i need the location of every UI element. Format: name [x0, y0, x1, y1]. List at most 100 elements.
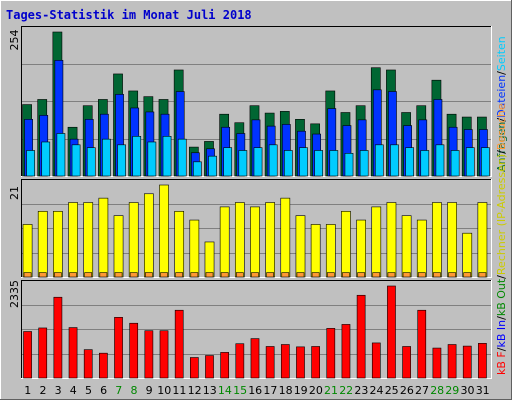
x-tick-label: 9 [146, 384, 153, 397]
bar-besuche-day-10 [160, 272, 168, 278]
bar-rechner-ip-adressen--day-11 [174, 210, 185, 278]
x-axis-ticks: 1 2 3 4 5 6 7 8 9 10 11 12 13 14 15 16 17 18 19 20 21 22 23 24 2… [24, 384, 489, 397]
x-tick-label: 2 [40, 384, 47, 397]
x-tick-label: 15 [233, 384, 247, 397]
bar-besuche-day-2 [38, 272, 47, 278]
bar-besuche-day-24 [372, 272, 381, 278]
bar-besuche-day-25 [387, 272, 396, 278]
bar-seiten-day-31 [481, 147, 490, 177]
bar-kb-f-day-20 [311, 346, 320, 379]
legend-entry: / [495, 150, 508, 154]
x-tick-label: 20 [309, 384, 323, 397]
legend-entry: / [495, 118, 508, 122]
bar-seiten-day-18 [283, 150, 293, 177]
chart-title: Tages-Statistik im Monat Juli 2018 [6, 8, 252, 22]
legend-entry: Anfragen [495, 122, 508, 172]
x-tick-label: 16 [248, 384, 262, 397]
bar-rechner-ip-adressen--day-31 [477, 202, 488, 278]
bar-kb-f-day-19 [296, 346, 305, 379]
x-tick-label: 31 [476, 384, 490, 397]
legend-top: Anfragen/Dateien/Seiten [495, 36, 508, 172]
bar-seiten-day-24 [374, 144, 384, 177]
bar-besuche-day-9 [145, 272, 153, 278]
bar-seiten-day-1 [26, 150, 35, 177]
bar-seiten-day-20 [314, 150, 324, 177]
bar-kb-f-day-12 [190, 357, 199, 379]
bar-besuche-day-16 [251, 272, 259, 278]
legend-entry: Besuche [495, 103, 508, 150]
x-tick-label: 29 [445, 384, 459, 397]
bar-besuche-day-19 [296, 272, 305, 278]
bar-besuche-day-4 [69, 272, 77, 278]
x-tick-label: 19 [294, 384, 308, 397]
bar-kb-f-day-23 [356, 294, 366, 379]
bar-seiten-day-11 [177, 138, 187, 177]
y-max-label: 254 [8, 30, 21, 51]
x-tick-label: 18 [279, 384, 293, 397]
bar-seiten-day-13 [208, 155, 217, 177]
bar-seiten-day-19 [299, 147, 308, 177]
bar-rechner-ip-adressen--day-12 [189, 219, 200, 278]
bar-kb-f-day-7 [114, 317, 123, 379]
chart-panels: 254 21 2335 [8, 26, 492, 379]
bar-seiten-day-23 [359, 150, 369, 177]
bar-rechner-ip-adressen--day-29 [447, 202, 457, 278]
bar-besuche-day-12 [190, 272, 199, 278]
bar-besuche-day-8 [129, 272, 138, 278]
bar-seiten-day-14 [223, 147, 233, 177]
bar-seiten-day-21 [329, 150, 339, 177]
bar-kb-f-day-10 [159, 330, 169, 379]
bar-kb-f-day-22 [341, 324, 351, 379]
bar-besuche-day-7 [114, 272, 123, 278]
x-tick-label: 6 [100, 384, 107, 397]
x-tick-label: 21 [324, 384, 338, 397]
bar-kb-f-day-17 [265, 346, 275, 379]
bar-seiten-day-10 [162, 136, 172, 177]
x-tick-label: 4 [70, 384, 77, 397]
bar-seiten-day-12 [193, 161, 202, 177]
bar-kb-f-day-31 [478, 343, 487, 379]
bar-rechner-ip-adressen--day-17 [265, 202, 276, 278]
legend-bottom: kB F/kB In/kB Out/Rechner (IP-Adressen)/… [495, 103, 508, 375]
bar-seiten-day-28 [435, 144, 445, 177]
bar-seiten-day-29 [450, 150, 460, 177]
bar-rechner-ip-adressen--day-10 [159, 184, 169, 278]
bar-rechner-ip-adressen--day-28 [432, 202, 442, 278]
bar-kb-f-day-4 [68, 327, 78, 379]
bar-kb-f-day-9 [144, 330, 154, 379]
bar-kb-f-day-2 [38, 327, 48, 379]
bar-seiten-day-22 [344, 153, 354, 177]
bar-besuche-day-22 [342, 272, 350, 278]
x-tick-label: 12 [188, 384, 202, 397]
x-tick-label: 27 [415, 384, 429, 397]
bar-kb-f-day-25 [387, 285, 396, 379]
bar-rechner-ip-adressen--day-6 [98, 197, 109, 278]
bar-seiten-day-26 [405, 147, 414, 177]
bar-rechner-ip-adressen--day-9 [144, 193, 154, 278]
legend-entry: Dateien [495, 75, 508, 118]
legend-entry: / [495, 275, 508, 279]
bar-kb-f-day-15 [235, 343, 245, 379]
bar-rechner-ip-adressen--day-30 [462, 232, 473, 278]
x-tick-label: 28 [430, 384, 444, 397]
bar-seiten-day-4 [71, 144, 81, 177]
bar-kb-f-day-14 [220, 352, 230, 379]
legend-entry: kB F [495, 351, 508, 375]
x-tick-label: 5 [85, 384, 92, 397]
bar-kb-f-day-29 [447, 344, 457, 379]
bar-besuche-day-21 [326, 272, 335, 278]
bar-seiten-day-9 [147, 141, 157, 177]
bar-seiten-day-5 [86, 147, 96, 177]
bar-rechner-ip-adressen--day-18 [280, 197, 291, 278]
panel-3: 2335 [8, 280, 492, 379]
bar-besuche-day-28 [433, 272, 441, 278]
bar-kb-f-day-3 [53, 296, 63, 379]
bar-seiten-day-27 [420, 150, 430, 177]
legend-entry: Seiten [495, 36, 508, 71]
bar-besuche-day-6 [99, 272, 108, 278]
legend-entry: Rechner (IP-Adressen) [495, 154, 508, 275]
bar-kb-f-day-26 [402, 346, 411, 379]
x-tick-label: 7 [115, 384, 122, 397]
bar-rechner-ip-adressen--day-26 [401, 215, 412, 278]
